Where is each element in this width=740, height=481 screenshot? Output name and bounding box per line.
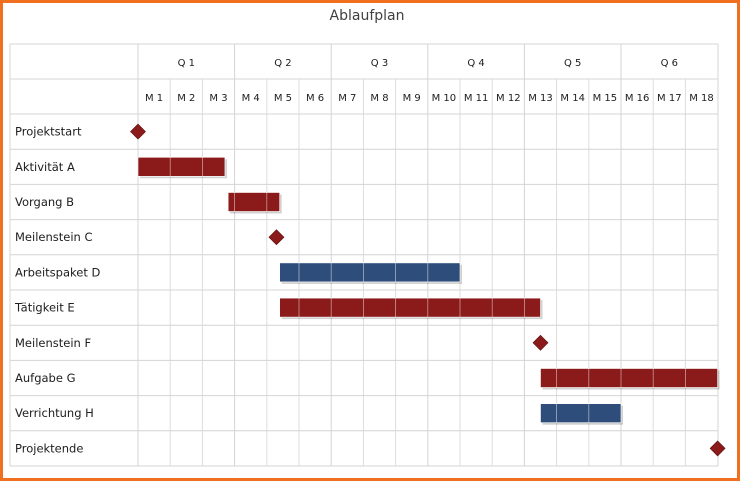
quarter-label: Q 6: [661, 58, 678, 69]
task-bar: [540, 403, 622, 424]
month-label: M 18: [689, 93, 714, 104]
milestone-marker: [268, 229, 285, 246]
month-label: M 7: [338, 93, 356, 104]
month-label: M 14: [560, 93, 585, 104]
task-bar: [279, 297, 541, 318]
quarter-label: Q 3: [371, 58, 388, 69]
quarter-label: Q 1: [178, 58, 195, 69]
task-bar: [279, 262, 461, 283]
chart-title: Ablaufplan: [329, 8, 405, 24]
month-label: M 11: [464, 93, 489, 104]
task-label: Meilenstein F: [15, 336, 91, 350]
month-label: M 5: [274, 93, 292, 104]
month-label: M 2: [177, 93, 195, 104]
task-label: Aktivität A: [15, 160, 75, 174]
task-bar: [540, 368, 718, 388]
month-label: M 10: [432, 93, 457, 104]
month-label: M 3: [209, 93, 227, 104]
month-label: M 1: [145, 93, 163, 104]
month-label: M 13: [528, 93, 553, 104]
task-label: Aufgabe G: [15, 371, 76, 385]
task-label: Verrichtung H: [15, 406, 94, 420]
task-label: Vorgang B: [15, 195, 74, 209]
month-label: M 17: [657, 93, 682, 104]
task-label: Tätigkeit E: [14, 301, 75, 315]
task-bar: [227, 192, 280, 212]
task-label: Projektende: [15, 441, 83, 455]
month-label: M 4: [242, 93, 260, 104]
milestone-marker: [130, 123, 146, 140]
quarter-label: Q 5: [564, 58, 581, 69]
milestone-marker: [532, 334, 549, 351]
month-label: M 6: [306, 93, 324, 104]
quarter-label: Q 2: [274, 58, 291, 69]
task-label: Arbeitspaket D: [15, 265, 101, 279]
month-label: M 12: [496, 93, 521, 104]
month-label: M 9: [403, 93, 421, 104]
month-label: M 15: [593, 93, 618, 104]
task-label: Projektstart: [15, 125, 82, 139]
task-bar: [137, 157, 226, 177]
month-label: M 16: [625, 93, 650, 104]
month-label: M 8: [370, 93, 388, 104]
milestone-marker: [709, 440, 726, 457]
task-label: Meilenstein C: [15, 230, 93, 244]
quarter-label: Q 4: [467, 58, 484, 69]
